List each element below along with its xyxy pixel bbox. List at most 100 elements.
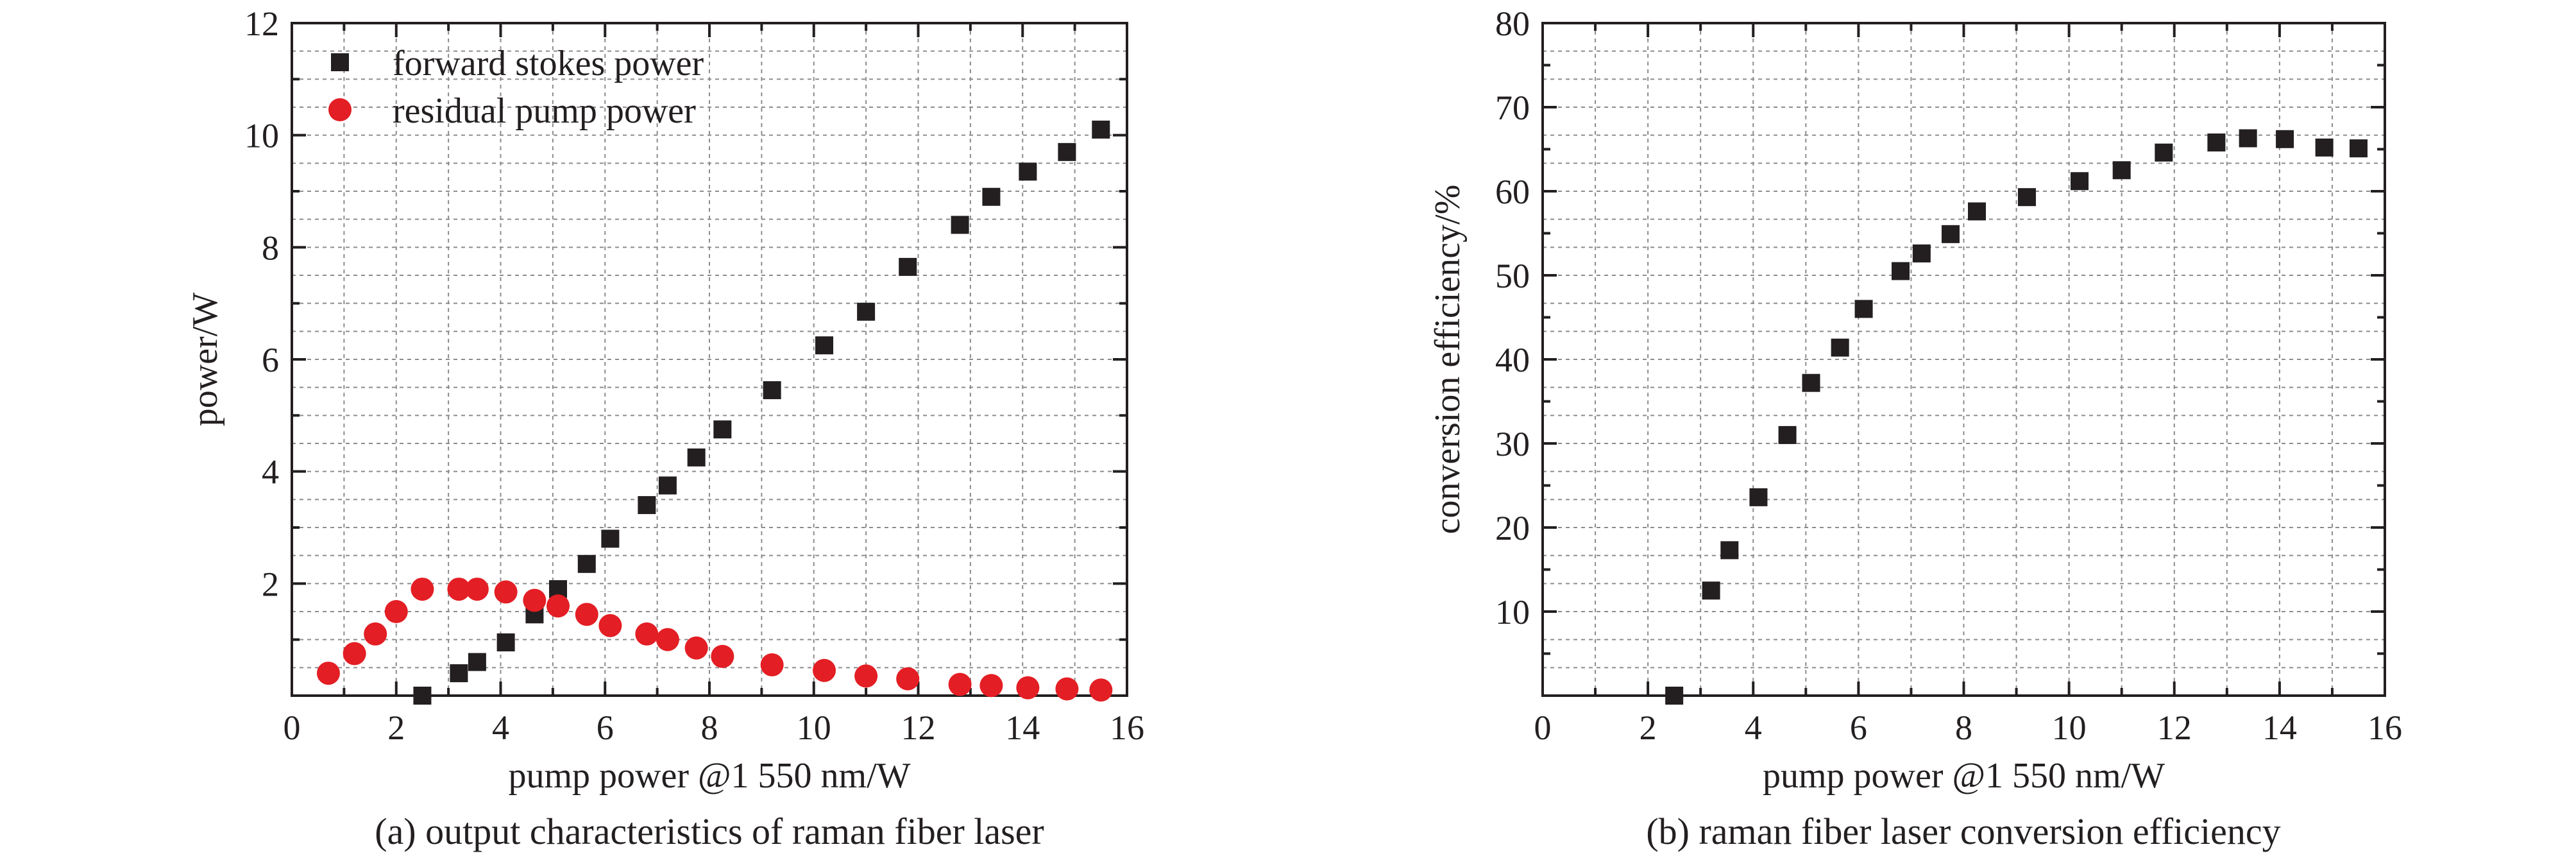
axis-ticks-a: [291, 22, 1128, 697]
y-tick-label: 80: [1495, 4, 1530, 43]
data-point-circle: [854, 664, 878, 688]
data-point-square: [951, 216, 969, 234]
data-point-square: [2276, 130, 2294, 148]
data-point-circle: [656, 628, 679, 651]
data-point-square: [1749, 488, 1768, 506]
data-point-square: [1058, 142, 1076, 161]
x-tick-label: 10: [2052, 708, 2087, 747]
y-tick-label: 10: [244, 117, 279, 155]
y-tick-label: 60: [1495, 173, 1530, 211]
data-point-square: [450, 664, 468, 683]
data-point-square: [496, 633, 515, 652]
data-point-square: [1702, 581, 1720, 600]
data-point-circle: [979, 674, 1003, 698]
x-axis-title-a: pump power @1 550 nm/W: [508, 756, 910, 796]
data-point-square: [1831, 338, 1849, 357]
data-point-square: [1892, 262, 1910, 280]
y-tick-label: 20: [1495, 509, 1530, 547]
y-tick-label: 10: [1495, 593, 1530, 631]
data-point-square: [1019, 162, 1037, 181]
x-tick-label: 6: [597, 708, 614, 747]
x-tick-label: 2: [1640, 708, 1657, 747]
data-point-square: [982, 187, 1001, 206]
data-point-square: [2071, 172, 2089, 191]
x-axis-title-b: pump power @1 550 nm/W: [1763, 756, 2165, 796]
x-tick-labels-b: 0 2 4 6 8 10 12 14 16: [1534, 708, 2403, 747]
data-point-circle: [447, 578, 471, 601]
data-point-circle: [711, 644, 734, 668]
x-tick-label: 2: [387, 708, 405, 747]
data-point-square: [601, 529, 620, 548]
data-point-square: [857, 302, 876, 321]
data-point-circle: [1055, 677, 1079, 701]
data-point-square: [1912, 244, 1931, 262]
data-point-square: [468, 653, 486, 671]
data-point-square: [2017, 188, 2036, 207]
x-tick-label: 6: [1850, 708, 1867, 747]
data-point-circle: [384, 600, 408, 623]
x-tick-labels-a: 0 2 4 6 8 10 12 14 16: [284, 708, 1145, 747]
x-tick-label: 0: [284, 708, 301, 747]
legend-label-forward-stokes: forward stokes power: [393, 44, 704, 83]
y-tick-label: 70: [1495, 89, 1530, 127]
data-point-circle: [316, 662, 340, 685]
data-point-circle: [684, 636, 708, 660]
data-point-square: [763, 381, 781, 400]
data-point-square: [2239, 129, 2257, 148]
x-tick-label: 10: [797, 708, 831, 747]
axis-ticks-b: [1541, 22, 2386, 697]
legend-square-marker: [331, 53, 349, 71]
data-point-square: [1092, 120, 1110, 139]
data-point-square: [2315, 138, 2334, 157]
x-tick-label: 4: [492, 708, 509, 747]
data-point-circle: [1016, 676, 1040, 699]
y-tick-label: 6: [262, 341, 279, 379]
data-point-circle: [523, 588, 547, 612]
data-point-square: [2112, 161, 2131, 180]
data-point-square: [638, 496, 656, 515]
data-point-square: [713, 420, 732, 439]
legend-label-residual-pump: residual pump power: [393, 91, 696, 131]
y-tick-label: 30: [1495, 425, 1530, 463]
y-tick-label: 40: [1495, 341, 1530, 379]
y-tick-label: 2: [262, 565, 279, 603]
chart-panel-a: 0 2 4 6 8 10 12 14 16 2 4 6 8 10 12 forward stokes po…: [185, 4, 1144, 852]
data-point-square: [815, 336, 834, 355]
chart-panel-b: 0 2 4 6 8 10 12 14 16 10 20 30 40 50 60 70 80 pump powe…: [1428, 4, 2402, 852]
x-tick-label: 0: [1534, 708, 1552, 747]
data-marks-a: [316, 120, 1113, 705]
data-point-square: [1802, 373, 1820, 392]
data-point-circle: [1089, 678, 1113, 702]
data-point-circle: [760, 653, 784, 676]
x-tick-label: 12: [901, 708, 936, 747]
data-point-square: [2349, 139, 2368, 158]
data-point-circle: [364, 622, 387, 646]
data-point-circle: [635, 622, 659, 646]
legend-a: forward stokes power residual pump power: [328, 44, 704, 131]
data-point-square: [1941, 225, 1960, 243]
x-tick-label: 16: [1110, 708, 1144, 747]
data-marks-b: [1665, 129, 2368, 705]
y-tick-labels-a: 2 4 6 8 10 12: [244, 4, 279, 603]
x-tick-label: 14: [1005, 708, 1040, 747]
data-point-circle: [813, 658, 836, 682]
data-point-circle: [343, 642, 366, 665]
data-point-square: [687, 448, 706, 467]
y-tick-labels-b: 10 20 30 40 50 60 70 80: [1495, 4, 1530, 631]
grid-a: [292, 23, 1127, 696]
data-point-square: [899, 257, 917, 276]
legend-circle-marker: [328, 98, 352, 121]
y-axis-title-a: power/W: [185, 293, 225, 427]
caption-b: (b) raman fiber laser conversion efficie…: [1646, 811, 2280, 852]
x-tick-label: 4: [1745, 708, 1762, 747]
x-tick-label: 8: [1955, 708, 1972, 747]
data-point-square: [1854, 300, 1873, 318]
data-point-circle: [547, 594, 570, 618]
y-axis-title-b: conversion efficiency/%: [1428, 185, 1468, 535]
data-point-square: [1968, 202, 1987, 221]
caption-a: (a) output characteristics of raman fibe…: [375, 811, 1044, 852]
data-point-square: [413, 687, 432, 705]
x-tick-label: 14: [2262, 708, 2297, 747]
data-point-circle: [411, 578, 434, 601]
